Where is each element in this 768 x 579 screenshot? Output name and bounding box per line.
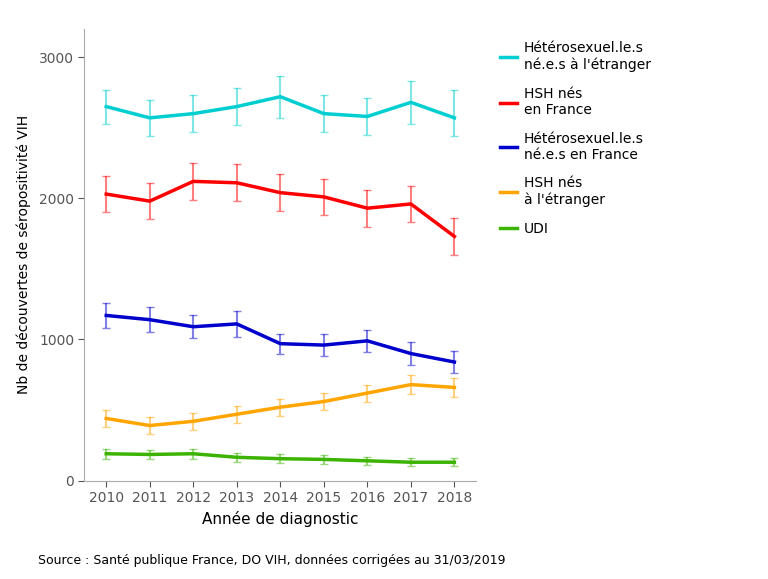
- X-axis label: Année de diagnostic: Année de diagnostic: [202, 511, 359, 526]
- Text: Source : Santé publique France, DO VIH, données corrigées au 31/03/2019: Source : Santé publique France, DO VIH, …: [38, 555, 506, 567]
- Legend: Hétérosexuel.le.s
né.e.s à l'étranger, HSH nés
en France, Hétérosexuel.le.s
né.e: Hétérosexuel.le.s né.e.s à l'étranger, H…: [495, 36, 657, 241]
- Y-axis label: Nb de découvertes de séropositivité VIH: Nb de découvertes de séropositivité VIH: [16, 115, 31, 394]
